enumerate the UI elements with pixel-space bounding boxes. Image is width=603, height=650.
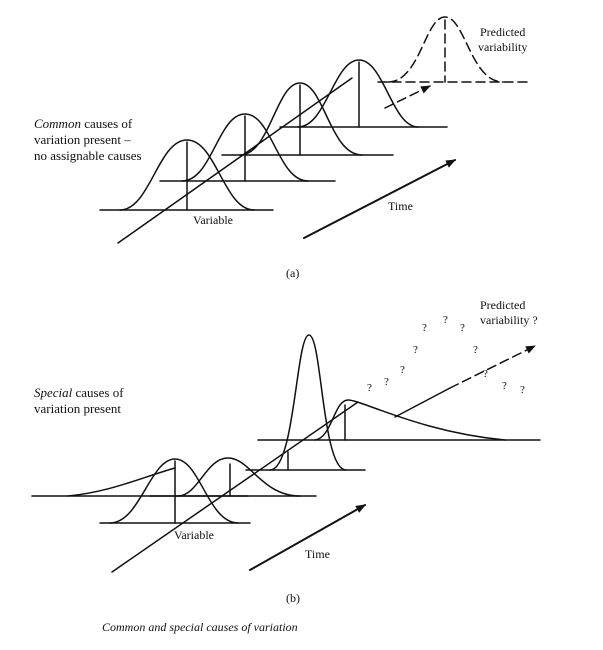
predicted-label-b: Predicted variability ? (480, 298, 538, 328)
common-word: Common (34, 116, 81, 131)
bell-curve-a-2 (181, 113, 309, 182)
predicted-arrow-dashed-b (449, 345, 536, 389)
predicted-b-line-2: variability ? (480, 313, 538, 327)
question-mark: ? (413, 344, 418, 356)
question-mark: ? (483, 368, 488, 380)
bell-curve-b-1 (109, 458, 239, 524)
predicted-a-line-2: variability (478, 40, 528, 54)
common-rest: causes of (80, 116, 133, 131)
variable-label-b: Variable (174, 528, 214, 542)
bell-curve-b-2 (177, 457, 301, 497)
skewed-curve-b (314, 399, 506, 441)
bell-curve-a-3 (239, 82, 363, 156)
time-arrow-a (303, 159, 456, 239)
common-causes-label: Common causes of variation present – no … (34, 116, 142, 164)
panel-b-drawing (31, 334, 541, 573)
question-mark: ? (384, 376, 389, 388)
question-mark: ? (400, 364, 405, 376)
predicted-label-a: Predicted variability (478, 25, 527, 55)
common-line-3: no assignable causes (34, 148, 142, 163)
question-mark: ? (460, 322, 465, 334)
common-line-2: variation present – (34, 132, 131, 147)
question-mark: ? (422, 322, 427, 334)
special-word: Special (34, 385, 73, 400)
question-mark: ? (443, 314, 448, 326)
special-causes-label: Special causes of variation present (34, 385, 124, 417)
time-arrow-b (249, 504, 366, 571)
bell-curve-a-4 (297, 59, 419, 128)
variable-axis-a (117, 77, 353, 244)
question-mark: ? (367, 382, 372, 394)
question-mark: ? (473, 344, 478, 356)
question-mark: ? (502, 380, 507, 392)
tail-curve-b-1 (67, 467, 176, 497)
figure-caption: Common and special causes of variation (102, 620, 298, 634)
predicted-a-line-1: Predicted (480, 25, 526, 39)
special-rest: causes of (72, 385, 124, 400)
special-line-2: variation present (34, 401, 121, 416)
caption-a: (a) (286, 266, 300, 280)
predicted-curve-a (377, 16, 533, 109)
spike-curve-b (269, 334, 347, 471)
time-label-b: Time (305, 547, 330, 561)
question-mark: ? (520, 384, 525, 396)
variable-axis-b (111, 401, 359, 573)
panel-a-drawing (99, 16, 533, 244)
bell-curve-a-1 (119, 139, 255, 211)
variable-label-a: Variable (193, 213, 233, 227)
predicted-arrow-solid-b (394, 387, 451, 418)
time-label-a: Time (388, 199, 413, 213)
caption-b: (b) (286, 591, 300, 605)
predicted-b-line-1: Predicted (480, 298, 526, 312)
